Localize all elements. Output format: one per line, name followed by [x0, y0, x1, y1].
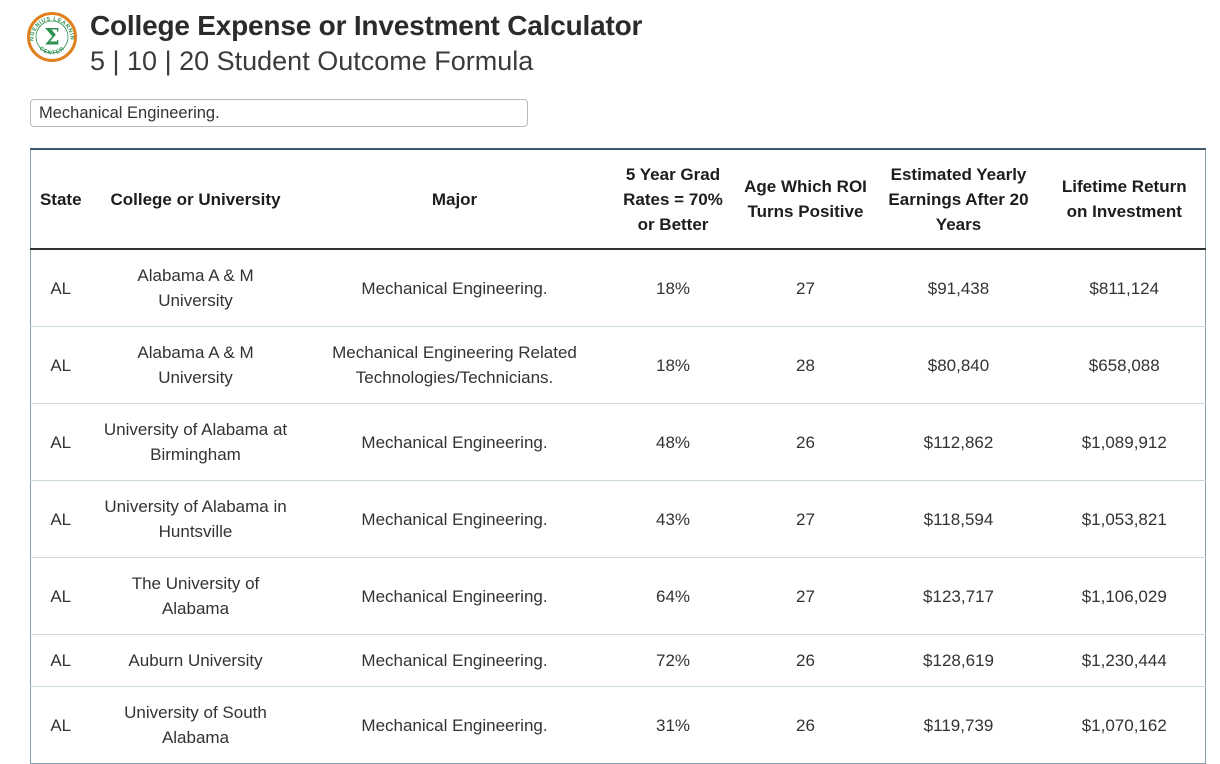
column-header-college: College or University [90, 149, 301, 250]
cell-state: AL [30, 557, 91, 635]
cell-state: AL [30, 686, 91, 764]
cell-earnings: $91,438 [873, 249, 1044, 327]
cell-state: AL [30, 249, 91, 327]
search-bar [30, 99, 1220, 127]
title-block: College Expense or Investment Calculator… [90, 8, 642, 78]
cell-major: Mechanical Engineering. [300, 634, 609, 687]
cell-college: University of South Alabama [90, 686, 301, 764]
cell-college: Alabama A & M University [90, 249, 301, 327]
results-table-header: State College or University Major 5 Year… [30, 149, 1206, 250]
cell-roi-age: 27 [737, 249, 874, 327]
cell-roi-age: 27 [737, 480, 874, 558]
table-row: AL Auburn University Mechanical Engineerin… [30, 634, 1206, 687]
column-header-roi-age: Age Which ROI Turns Positive [737, 149, 874, 250]
page-subtitle: 5 | 10 | 20 Student Outcome Formula [90, 46, 534, 76]
cell-state: AL [30, 403, 91, 481]
page-title: College Expense or Investment Calculator [90, 10, 643, 41]
cell-roi-age: 26 [737, 686, 874, 764]
cell-earnings: $118,594 [873, 480, 1044, 558]
svg-text:CENTER: CENTER [38, 46, 66, 57]
header-row: State College or University Major 5 Year… [30, 149, 1206, 250]
cell-major: Mechanical Engineering Related Technolog… [300, 326, 609, 404]
table-row: AL University of South Alabama Mechanical … [30, 686, 1206, 764]
cell-lifetime-return: $1,053,821 [1043, 480, 1206, 558]
logo-arc-bottom-text: CENTER [38, 46, 65, 57]
cell-roi-age: 27 [737, 557, 874, 635]
column-header-state: State [30, 149, 91, 250]
cell-roi-age: 26 [737, 403, 874, 481]
cell-grad-rate: 48% [608, 403, 738, 481]
cell-grad-rate: 72% [608, 634, 738, 687]
cell-state: AL [30, 326, 91, 404]
cell-college: Auburn University [90, 634, 301, 687]
sigma-badge-icon: ENGENIUS LEARNING CENTER Σ [26, 10, 77, 62]
column-header-major: Major [300, 149, 609, 250]
cell-college: University of Alabama at Birmingham [90, 403, 301, 481]
cell-roi-age: 28 [737, 326, 874, 404]
cell-college: Alabama A & M University [90, 326, 301, 404]
cell-college: University of Alabama in Huntsville [90, 480, 301, 558]
table-row: AL The University of Alabama Mechanical En… [30, 557, 1206, 635]
cell-grad-rate: 31% [608, 686, 738, 764]
cell-earnings: $128,619 [873, 634, 1044, 687]
table-row: AL Alabama A & M University Mechanical Eng… [30, 249, 1206, 327]
cell-major: Mechanical Engineering. [300, 249, 609, 327]
cell-major: Mechanical Engineering. [300, 686, 609, 764]
cell-lifetime-return: $1,230,444 [1043, 634, 1206, 687]
cell-grad-rate: 18% [608, 326, 738, 404]
table-row: AL University of Alabama in Huntsville Mec… [30, 480, 1206, 558]
column-header-earnings: Estimated Yearly Earnings After 20 Years [873, 149, 1044, 250]
cell-lifetime-return: $658,088 [1043, 326, 1206, 404]
cell-lifetime-return: $1,089,912 [1043, 403, 1206, 481]
cell-roi-age: 26 [737, 634, 874, 687]
cell-earnings: $112,862 [873, 403, 1044, 481]
cell-lifetime-return: $1,106,029 [1043, 557, 1206, 635]
column-header-lifetime-return: Lifetime Return on Investment [1043, 149, 1206, 250]
cell-major: Mechanical Engineering. [300, 557, 609, 635]
app-header: ENGENIUS LEARNING CENTER Σ College Expen… [0, 0, 1220, 78]
cell-state: AL [30, 480, 91, 558]
cell-state: AL [30, 634, 91, 687]
cell-grad-rate: 43% [608, 480, 738, 558]
cell-lifetime-return: $1,070,162 [1043, 686, 1206, 764]
table-row: AL University of Alabama at Birmingham Mec… [30, 403, 1206, 481]
cell-grad-rate: 64% [608, 557, 738, 635]
engenius-learning-center-logo: ENGENIUS LEARNING CENTER Σ [26, 10, 78, 64]
cell-major: Mechanical Engineering. [300, 480, 609, 558]
cell-grad-rate: 18% [608, 249, 738, 327]
cell-college: The University of Alabama [90, 557, 301, 635]
results-table: State College or University Major 5 Year… [30, 148, 1206, 764]
sigma-icon: Σ [44, 25, 60, 51]
major-search-input[interactable] [30, 99, 528, 127]
table-row: AL Alabama A & M University Mechanical Eng… [30, 326, 1206, 404]
cell-earnings: $80,840 [873, 326, 1044, 404]
column-header-grad-rate: 5 Year Grad Rates = 70% or Better [608, 149, 738, 250]
cell-earnings: $119,739 [873, 686, 1044, 764]
cell-earnings: $123,717 [873, 557, 1044, 635]
cell-lifetime-return: $811,124 [1043, 249, 1206, 327]
results-table-body: AL Alabama A & M University Mechanical Eng… [30, 249, 1206, 764]
cell-major: Mechanical Engineering. [300, 403, 609, 481]
